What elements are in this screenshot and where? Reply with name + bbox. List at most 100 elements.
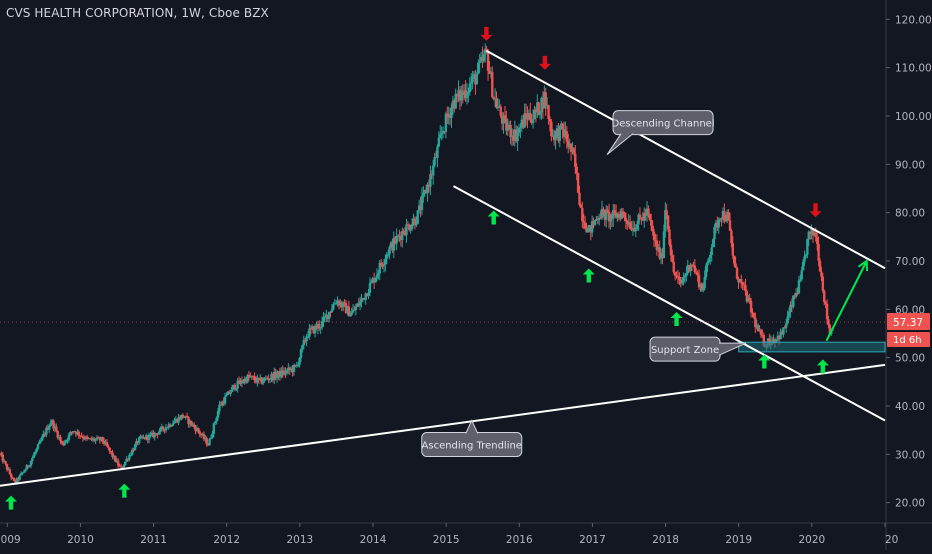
up-arrow-icon — [816, 359, 829, 374]
candle-body — [455, 93, 459, 97]
candle-body — [696, 273, 699, 275]
candle-body — [759, 329, 763, 335]
candle-body — [479, 57, 483, 62]
candle-body — [370, 281, 373, 284]
candle-body — [263, 378, 266, 382]
candle-body — [776, 335, 780, 340]
candle-body — [552, 135, 556, 141]
y-tick-label: 80.00 — [895, 208, 925, 220]
candle-body — [581, 207, 584, 222]
candle-body — [167, 424, 170, 428]
candle-body — [291, 368, 294, 372]
candle-body — [116, 460, 120, 466]
candle-body — [402, 230, 405, 234]
ascending-trendline-line[interactable] — [0, 363, 886, 487]
candle-body — [46, 427, 50, 430]
candle-body — [630, 228, 633, 230]
candle-body — [578, 192, 581, 205]
y-tick-label: 70.00 — [895, 256, 925, 268]
candle-body — [15, 478, 19, 483]
down-arrow-shape — [538, 55, 551, 70]
callout-tail — [465, 419, 479, 434]
candle-body — [170, 425, 173, 427]
countdown-badge: 1d 6h — [887, 332, 930, 348]
candle-body — [454, 93, 457, 109]
candle-body — [680, 281, 684, 284]
candle-body — [624, 217, 628, 222]
candle-body — [437, 137, 441, 147]
candle-body — [69, 432, 72, 435]
candle-body — [648, 213, 652, 221]
candle-body — [626, 221, 629, 225]
candle-body — [495, 98, 498, 108]
candle-body — [333, 303, 336, 305]
channel-lower-line[interactable] — [452, 185, 886, 422]
candle-body — [22, 471, 26, 473]
candle-body — [249, 376, 252, 378]
candle-body — [810, 228, 813, 235]
callout-support-zone[interactable]: Support Zone — [649, 336, 747, 362]
candle-body — [748, 297, 751, 302]
candle-body — [320, 321, 324, 328]
candle-body — [516, 132, 519, 142]
x-tick-label: 2015 — [433, 534, 460, 546]
candle-body — [628, 222, 632, 229]
candle-body — [498, 106, 501, 108]
candle-body — [77, 431, 80, 436]
candle-body — [700, 283, 704, 291]
candle-body — [394, 237, 397, 244]
candle-body — [334, 303, 338, 305]
candle-body — [754, 317, 757, 328]
candle-body — [548, 119, 552, 122]
candle-body — [666, 215, 670, 230]
candle-body — [519, 127, 522, 129]
candle-body — [564, 131, 567, 137]
candle-body — [665, 210, 668, 216]
candle-body — [264, 378, 268, 380]
callout-ascending-trendline[interactable]: Ascending Trendline — [421, 419, 523, 457]
projection-arrow-line[interactable] — [825, 260, 868, 342]
candle-body — [655, 240, 659, 251]
candle-body — [329, 311, 332, 313]
candle-body — [568, 143, 571, 147]
candle-body — [718, 218, 722, 220]
candle-body — [212, 423, 215, 434]
candle-body — [762, 335, 765, 346]
candle-body — [192, 424, 196, 427]
candle-body — [312, 326, 315, 334]
candle-body — [617, 213, 621, 215]
candle-body — [644, 213, 647, 216]
last-price-badge[interactable]: 57.37 — [887, 313, 930, 331]
candle-body — [500, 115, 504, 124]
candle-body — [3, 461, 6, 463]
candle-body — [228, 391, 231, 394]
candle-body — [803, 256, 806, 262]
candle-body — [371, 278, 374, 282]
candle-body — [176, 419, 179, 423]
candle-body — [168, 424, 172, 427]
candle-body — [266, 378, 269, 380]
candle-body — [558, 125, 562, 141]
candle-body — [205, 438, 208, 445]
candle-body — [638, 214, 642, 218]
candle-body — [811, 228, 815, 236]
candle-body — [657, 247, 660, 251]
candle-body — [111, 452, 114, 457]
candle-body — [288, 367, 291, 371]
channel-upper-line[interactable] — [485, 49, 886, 270]
candle-body — [156, 433, 159, 435]
candle-body — [256, 377, 259, 383]
support-zone-box[interactable] — [738, 341, 886, 353]
candle-body — [254, 380, 258, 383]
candle-body — [689, 264, 692, 272]
candle-body — [122, 465, 125, 468]
candle-body — [534, 109, 538, 113]
candle-body — [344, 303, 348, 314]
callout-descending-channel[interactable]: Descending Channel — [606, 110, 715, 156]
candle-body — [173, 421, 176, 424]
candle-body — [787, 311, 791, 317]
candle-body — [797, 280, 801, 294]
candle-body — [392, 237, 396, 251]
